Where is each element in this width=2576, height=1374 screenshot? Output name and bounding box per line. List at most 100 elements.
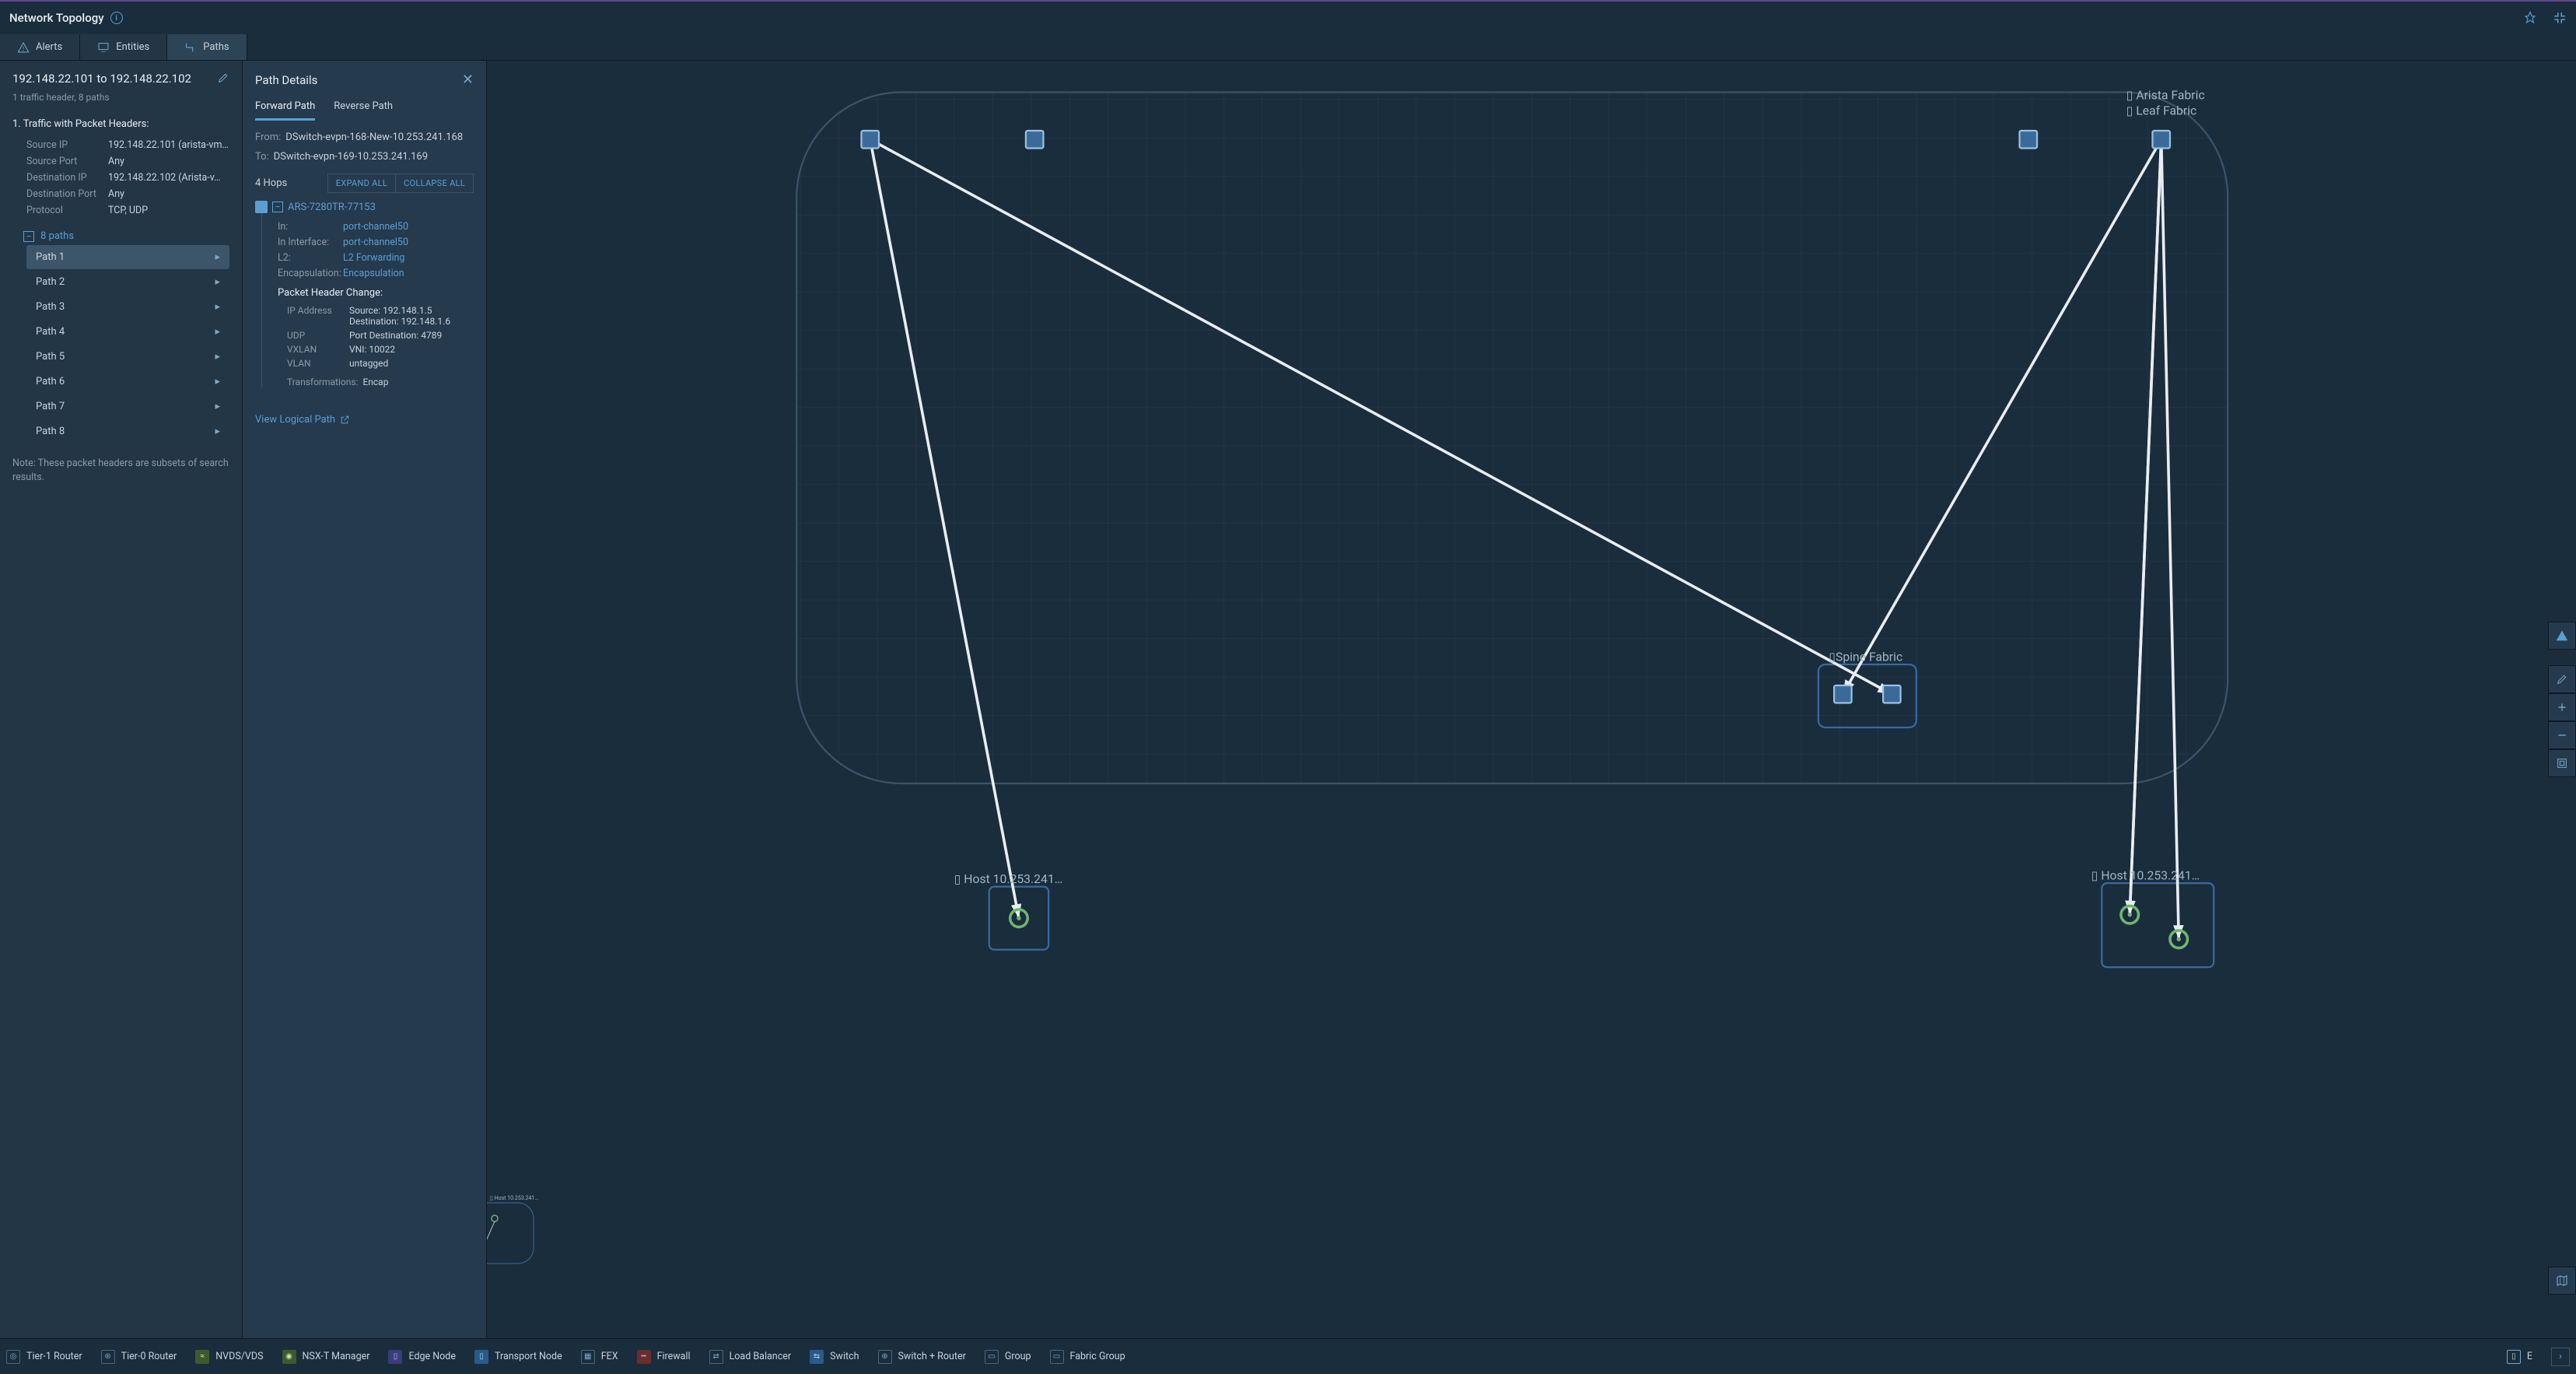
chevron-right-icon: ▸	[215, 401, 220, 412]
main-content: 192.148.22.101 to 192.148.22.102 1 traff…	[0, 61, 2576, 1338]
device-detail-value[interactable]: port-channel50	[343, 221, 474, 233]
path-item-label: Path 7	[36, 401, 65, 412]
chevron-right-icon: ▸	[215, 426, 220, 437]
collapse-all-button[interactable]: COLLAPSE ALL	[395, 174, 474, 193]
device-detail-value[interactable]: L2 Forwarding	[343, 252, 474, 264]
monitor-icon	[97, 41, 110, 54]
hop-collapse-icon[interactable]: −	[272, 202, 283, 212]
traffic-title: 1. Traffic with Packet Headers:	[12, 118, 229, 130]
path-list-panel: 192.148.22.101 to 192.148.22.102 1 traff…	[0, 61, 243, 1338]
tab-alerts-label: Alerts	[36, 41, 62, 53]
expand-all-label: EXPAND ALL	[336, 178, 387, 188]
legend-item: ⊛Tier-0 Router	[101, 1350, 177, 1364]
hop-node: − ARS-7280TR-77153 In:port-channel50In I…	[255, 201, 474, 387]
chevron-right-icon: ▸	[215, 301, 220, 313]
info-icon[interactable]: i	[110, 12, 123, 24]
path-item-label: Path 1	[36, 251, 65, 263]
tab-reverse-path[interactable]: Reverse Path	[334, 96, 393, 121]
traffic-label: Source IP	[12, 139, 102, 151]
transform-row: Transformations: Encap	[287, 377, 474, 387]
legend-scroll-right[interactable]: ›	[2551, 1348, 2570, 1366]
details-tabs: Forward Path Reverse Path	[243, 96, 486, 121]
close-icon[interactable]: ✕	[462, 72, 474, 88]
legend-item: ⊕Switch + Router	[878, 1350, 966, 1364]
path-item[interactable]: Path 8 ▸	[26, 419, 229, 443]
to-value: DSwitch-evpn-169-10.253.241.169	[274, 151, 428, 163]
expand-button-group: EXPAND ALL COLLAPSE ALL	[327, 174, 474, 193]
pkt-label: VLAN	[287, 358, 341, 369]
device-detail-row: Encapsulation:Encapsulation	[278, 268, 474, 279]
svg-text:▯ Leaf Fabric: ▯ Leaf Fabric	[2126, 103, 2197, 118]
zoom-in-button[interactable]	[2548, 693, 2576, 721]
path-item-label: Path 6	[36, 376, 65, 387]
path-item[interactable]: Path 4▸	[26, 320, 229, 344]
device-icon	[255, 201, 268, 213]
traffic-label: Source Port	[12, 156, 102, 167]
tab-forward-path[interactable]: Forward Path	[255, 96, 315, 121]
tab-alerts[interactable]: Alerts	[0, 34, 80, 60]
tab-reverse-label: Reverse Path	[334, 100, 393, 112]
traffic-grid: Source IP 192.148.22.101 (arista-vm… Sourc…	[12, 139, 229, 216]
canvas-alert-button[interactable]	[2548, 622, 2576, 650]
path-icon	[184, 41, 197, 54]
traffic-label: Destination Port	[12, 188, 102, 200]
path-item[interactable]: Path 7 ▸	[26, 394, 229, 419]
canvas-edit-button[interactable]	[2548, 665, 2576, 693]
note-text: Note: These packet headers are subsets o…	[0, 444, 242, 496]
traffic-value: 192.148.22.102 (Arista-v…	[108, 172, 229, 184]
view-logical-path-label: View Logical Path	[255, 414, 335, 426]
device-detail-value[interactable]: Encapsulation	[343, 268, 474, 279]
topology-canvas[interactable]: ▯ Arista Fabric▯ Leaf Fabric▯Spine Fabri…	[487, 61, 2576, 1338]
path-item[interactable]: Path 2 ▸	[26, 270, 229, 294]
legend-item: ▦FEX	[581, 1350, 618, 1364]
paths-toggle[interactable]: − 8 paths	[0, 223, 242, 245]
svg-text:▯ Host 10.253.241…: ▯ Host 10.253.241…	[954, 871, 1063, 886]
pkt-value: untagged	[349, 358, 474, 369]
minimap-toggle[interactable]	[2548, 1267, 2576, 1295]
path-item[interactable]: Path 6▸	[26, 370, 229, 394]
collapse-all-label: COLLAPSE ALL	[404, 178, 465, 188]
path-item-label: Path 5	[36, 351, 65, 363]
transform-label: Transformations:	[287, 377, 358, 387]
from-label: From:	[255, 131, 281, 143]
zoom-out-button[interactable]	[2548, 721, 2576, 749]
legend-item-e: ▯E	[2507, 1350, 2532, 1364]
path-item[interactable]: Path 1 ▸	[26, 245, 229, 269]
device-name[interactable]: ARS-7280TR-77153	[288, 202, 376, 213]
external-link-icon	[340, 415, 350, 425]
path-item-label: Path 2	[36, 276, 65, 288]
tab-paths[interactable]: Paths	[167, 34, 247, 60]
svg-text:▯ Host 10.253.241…: ▯ Host 10.253.241…	[2091, 868, 2200, 883]
path-details-panel: Path Details ✕ Forward Path Reverse Path…	[243, 61, 487, 1338]
device-detail-label: In Interface:	[278, 237, 340, 248]
view-logical-path-link[interactable]: View Logical Path	[255, 414, 474, 426]
page-title-text: Network Topology	[9, 11, 104, 25]
chevron-right-icon: ▸	[215, 276, 220, 288]
expand-all-button[interactable]: EXPAND ALL	[327, 174, 395, 193]
device-detail-value[interactable]: port-channel50	[343, 237, 474, 248]
pkt-grid: IP AddressSource: 192.148.1.5Destination…	[287, 305, 474, 369]
tab-forward-label: Forward Path	[255, 100, 315, 112]
pkt-value: VNI: 10022	[349, 344, 474, 355]
pkt-label: VXLAN	[287, 344, 341, 355]
pin-icon[interactable]	[2523, 11, 2537, 25]
path-item-label: Path 3	[36, 301, 65, 313]
path-item[interactable]: Path 5 ▸	[26, 345, 229, 369]
traffic-value: 192.148.22.101 (arista-vm…	[108, 139, 229, 151]
path-item[interactable]: Path 3 ▸	[26, 295, 229, 319]
paths-list: Path 1▸Path 2▸Path 3▸Path 4▸Path 5▸Path …	[0, 245, 242, 444]
collapse-icon[interactable]	[2553, 11, 2567, 25]
tab-entities[interactable]: Entities	[80, 34, 167, 60]
paths-count-label: 8 paths	[40, 230, 74, 242]
path-item-label: Path 8	[36, 426, 65, 437]
chevron-right-icon: ▸	[215, 351, 220, 363]
chevron-right-icon: ▸	[215, 251, 220, 263]
legend-item: ▯Transport Node	[474, 1350, 562, 1364]
minimap[interactable]: ▯ Host 10.253.241… ▯ Host 10.253.241…	[487, 1187, 565, 1296]
alert-icon	[17, 41, 30, 54]
hop-head[interactable]: − ARS-7280TR-77153	[255, 201, 474, 213]
hops-count: 4 Hops	[255, 177, 287, 189]
edit-icon[interactable]	[217, 72, 229, 87]
transform-value: Encap	[362, 377, 388, 387]
fit-view-button[interactable]	[2548, 749, 2576, 777]
